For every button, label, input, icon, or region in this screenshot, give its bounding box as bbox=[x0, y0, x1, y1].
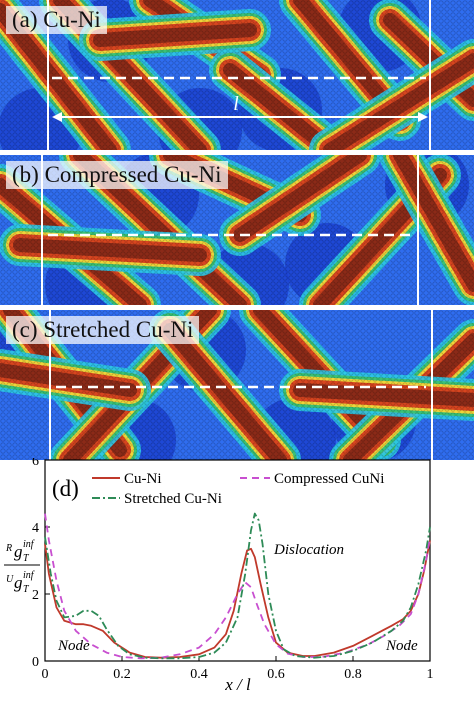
panel-b-label: (b) Compressed Cu-Ni bbox=[6, 161, 228, 189]
svg-text:g: g bbox=[14, 573, 23, 592]
svg-text:inf: inf bbox=[23, 539, 35, 550]
x-tick-label: 0 bbox=[42, 667, 49, 682]
panel-c-atomic-map: (c) Stretched Cu-Ni bbox=[0, 310, 474, 460]
chart-svg: 0 0.2 0.4 0.6 0.8 1 0 2 4 6 (d) Cu-Ni Compressed … bbox=[4, 454, 434, 694]
svg-text:g: g bbox=[14, 542, 23, 561]
panel-c-label: (c) Stretched Cu-Ni bbox=[6, 316, 200, 344]
svg-text:T: T bbox=[23, 553, 30, 564]
legend-label-cu-ni: Cu-Ni bbox=[124, 471, 162, 487]
y-tick-label: 6 bbox=[32, 458, 39, 469]
x-axis-label: x / l bbox=[224, 675, 251, 694]
plot-frame bbox=[44, 459, 431, 662]
svg-text:inf: inf bbox=[23, 570, 35, 581]
panel-a-label: (a) Cu-Ni bbox=[6, 6, 107, 34]
annotation-dislocation: Dislocation bbox=[273, 542, 344, 558]
x-tick-label: 0.6 bbox=[267, 667, 285, 682]
x-tick-label: 0.4 bbox=[190, 667, 208, 682]
panel-d-chart: 0 0.2 0.4 0.6 0.8 1 0 2 4 6 (d) Cu-Ni Compressed … bbox=[0, 454, 474, 696]
y-tick-label: 4 bbox=[32, 521, 39, 536]
legend-label-stretched: Stretched Cu-Ni bbox=[124, 491, 222, 507]
annotation-node-left: Node bbox=[57, 638, 90, 654]
panel-d-label: (d) bbox=[52, 476, 79, 501]
svg-text:T: T bbox=[23, 584, 30, 595]
arrowhead-right bbox=[418, 112, 428, 122]
y-tick-label: 0 bbox=[32, 655, 39, 670]
annotation-node-right: Node bbox=[385, 638, 418, 654]
panel-a-atomic-map: l (a) Cu-Ni bbox=[0, 0, 474, 150]
x-tick-label: 0.2 bbox=[113, 667, 131, 682]
legend-label-compressed: Compressed CuNi bbox=[274, 471, 384, 487]
length-label: l bbox=[233, 93, 239, 115]
series-line-compressed-cuni bbox=[44, 513, 431, 660]
arrowhead-left bbox=[52, 112, 62, 122]
svg-text:R: R bbox=[5, 543, 12, 554]
panel-b-atomic-map: (b) Compressed Cu-Ni bbox=[0, 155, 474, 305]
x-tick-label: 1 bbox=[427, 667, 434, 682]
x-tick-label: 0.8 bbox=[344, 667, 362, 682]
series-line-stretched-cu-ni bbox=[44, 512, 431, 660]
y-axis-label: R g T inf U g T inf bbox=[4, 539, 40, 595]
y-tick-label: 2 bbox=[32, 588, 39, 603]
series-line-cu-ni bbox=[44, 540, 431, 659]
svg-text:U: U bbox=[6, 574, 14, 585]
